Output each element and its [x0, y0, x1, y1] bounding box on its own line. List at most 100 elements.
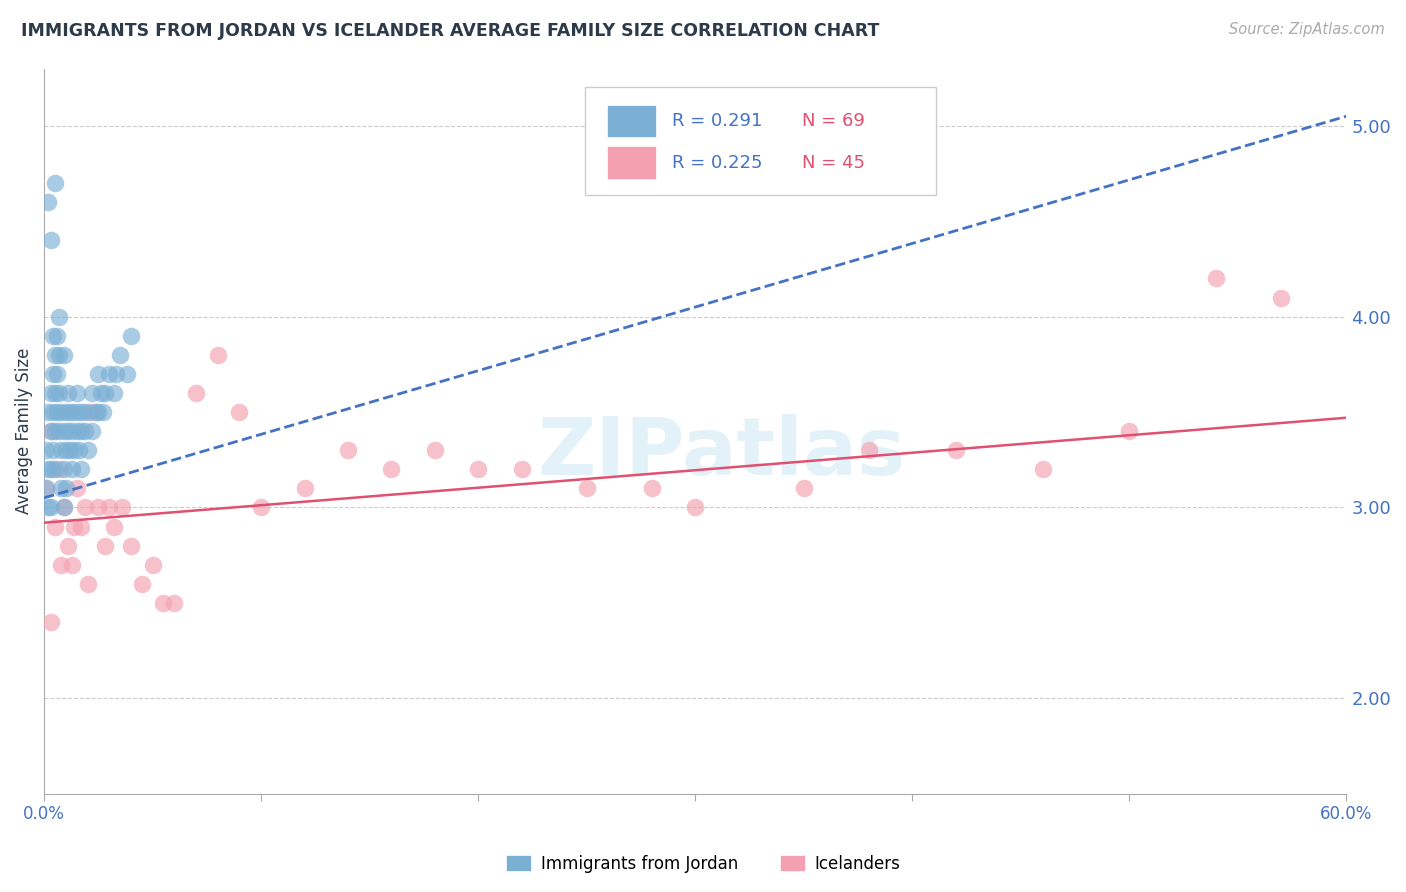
Point: [858, 443, 880, 458]
Point: [52, 424, 75, 438]
Point: [70, 519, 93, 533]
Point: [575, 481, 598, 495]
Legend: Immigrants from Jordan, Icelanders: Immigrants from Jordan, Icelanders: [499, 848, 907, 880]
Point: [80, 386, 103, 401]
Point: [60, 424, 83, 438]
Point: [51, 405, 73, 419]
Point: [51, 558, 73, 572]
Point: [60, 558, 83, 572]
Point: [120, 328, 142, 343]
Point: [80, 424, 103, 438]
Point: [52, 500, 75, 515]
Point: [39, 500, 62, 515]
Point: [42, 405, 65, 419]
Point: [42, 328, 65, 343]
Point: [108, 348, 131, 362]
Point: [63, 443, 86, 458]
Point: [1270, 291, 1292, 305]
Text: N = 69: N = 69: [801, 112, 865, 129]
Point: [70, 462, 93, 476]
Point: [120, 539, 142, 553]
Point: [793, 481, 815, 495]
Text: R = 0.225: R = 0.225: [672, 153, 762, 172]
Point: [84, 405, 107, 419]
Point: [48, 424, 70, 438]
Point: [228, 405, 250, 419]
Point: [336, 443, 359, 458]
Point: [48, 462, 70, 476]
Point: [39, 462, 62, 476]
Point: [59, 405, 82, 419]
Point: [184, 386, 207, 401]
Point: [44, 176, 66, 190]
Point: [423, 443, 446, 458]
Point: [72, 405, 94, 419]
Point: [87, 405, 110, 419]
Text: Source: ZipAtlas.com: Source: ZipAtlas.com: [1229, 22, 1385, 37]
Point: [48, 310, 70, 324]
Point: [63, 405, 86, 419]
Point: [42, 367, 65, 381]
Point: [207, 348, 229, 362]
Point: [48, 348, 70, 362]
Point: [39, 424, 62, 438]
Point: [55, 481, 77, 495]
Point: [94, 386, 117, 401]
Text: R = 0.291: R = 0.291: [672, 112, 762, 129]
Point: [945, 443, 967, 458]
Point: [67, 443, 90, 458]
Point: [39, 424, 62, 438]
Point: [46, 405, 69, 419]
Point: [98, 500, 121, 515]
Point: [76, 443, 98, 458]
Point: [46, 367, 69, 381]
Point: [98, 367, 121, 381]
Point: [39, 233, 62, 247]
Point: [37, 462, 59, 476]
Point: [37, 195, 59, 210]
Point: [56, 539, 79, 553]
Point: [90, 386, 112, 401]
Text: N = 45: N = 45: [801, 153, 865, 172]
Point: [142, 558, 165, 572]
Point: [1205, 271, 1227, 285]
Point: [60, 462, 83, 476]
Point: [48, 386, 70, 401]
Point: [80, 405, 103, 419]
Point: [76, 405, 98, 419]
Point: [35, 481, 58, 495]
Text: ZIPatlas: ZIPatlas: [537, 414, 905, 491]
Point: [52, 348, 75, 362]
Point: [39, 386, 62, 401]
Point: [75, 500, 97, 515]
Point: [42, 443, 65, 458]
Point: [63, 519, 86, 533]
Point: [56, 386, 79, 401]
Point: [87, 367, 110, 381]
Point: [87, 500, 110, 515]
Point: [51, 481, 73, 495]
FancyBboxPatch shape: [607, 104, 657, 137]
Point: [1031, 462, 1053, 476]
Point: [56, 424, 79, 438]
FancyBboxPatch shape: [585, 87, 936, 195]
Point: [66, 424, 89, 438]
Point: [59, 443, 82, 458]
Point: [250, 500, 273, 515]
FancyBboxPatch shape: [607, 146, 657, 178]
Point: [152, 596, 174, 610]
Point: [111, 500, 134, 515]
Y-axis label: Average Family Size: Average Family Size: [15, 348, 32, 515]
Point: [37, 405, 59, 419]
Point: [55, 443, 77, 458]
Point: [76, 576, 98, 591]
Point: [467, 462, 489, 476]
Point: [46, 328, 69, 343]
Point: [66, 481, 89, 495]
Point: [641, 481, 664, 495]
Point: [683, 500, 706, 515]
Point: [51, 443, 73, 458]
Point: [35, 443, 58, 458]
Point: [131, 576, 153, 591]
Point: [37, 500, 59, 515]
